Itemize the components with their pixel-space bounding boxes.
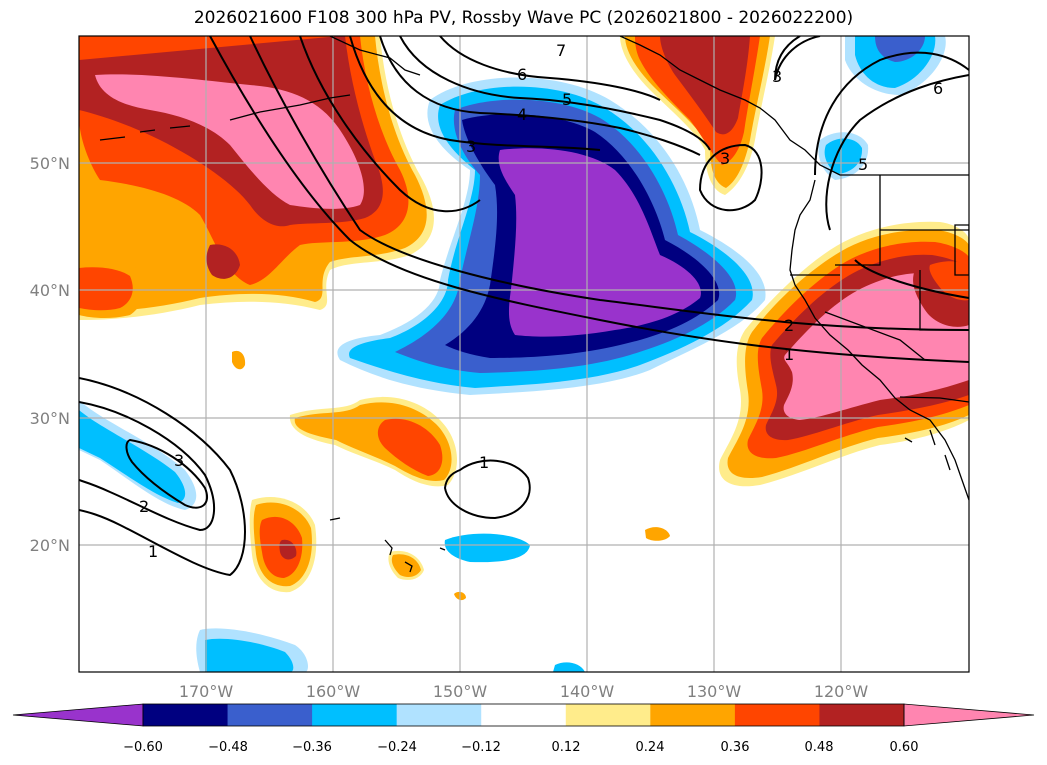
colorbar-segment [734, 704, 820, 726]
contour-label: 6 [517, 65, 527, 84]
contour-label: 4 [517, 105, 527, 124]
colorbar-tick-labels: −0.60 −0.48 −0.36 −0.24 −0.12 0.12 0.24 … [123, 740, 918, 755]
contour-label: 5 [562, 90, 572, 109]
colorbar-tick-label: −0.36 [292, 740, 332, 755]
colorbar-segment [565, 704, 651, 726]
negative-pv-small-patches [79, 36, 946, 672]
lon-label: 170°W [179, 682, 234, 701]
contour-label: 3 [720, 149, 730, 168]
contour-label: 1 [784, 345, 794, 364]
contour-label: 3 [466, 137, 476, 156]
contour-labels: 7 6 5 4 3 3 3 6 5 2 1 1 3 2 1 [139, 41, 943, 561]
positive-pv-anomaly-northwest [79, 36, 434, 320]
colorbar-tick-label: −0.24 [377, 740, 417, 755]
contour-label: 1 [479, 453, 489, 472]
colorbar-frame [142, 703, 905, 727]
contour-label: 6 [933, 79, 943, 98]
colorbar-tick-label: −0.60 [123, 740, 163, 755]
lat-label: 20°N [30, 536, 70, 555]
map-frame [78, 35, 970, 673]
contour-label: 3 [174, 451, 184, 470]
lat-label: 30°N [30, 409, 70, 428]
colorbar-segment [481, 704, 567, 726]
lon-label: 150°W [433, 682, 488, 701]
colorbar-segment [227, 704, 313, 726]
colorbar-segment [143, 704, 229, 726]
colorbar-tick-label: 0.60 [890, 740, 919, 755]
colorbar-tick-label: 0.12 [552, 740, 581, 755]
lon-label: 160°W [306, 682, 361, 701]
colorbar-extend-max [903, 703, 1035, 727]
map-area: 7 6 5 4 3 3 3 6 5 2 1 1 3 2 1 [79, 36, 969, 672]
positive-pv-anomaly-central [232, 350, 670, 601]
longitude-labels: 170°W 160°W 150°W 140°W 130°W 120°W [179, 682, 869, 701]
map-title: 2026021600 F108 300 hPa PV, Rossby Wave … [193, 8, 854, 28]
colorbar-tick-label: −0.48 [208, 740, 248, 755]
colorbar-segment [819, 704, 905, 726]
colorbar-tick-label: 0.24 [636, 740, 665, 755]
colorbar-segment [396, 704, 482, 726]
contour-label: 2 [139, 497, 149, 516]
contour-lines [79, 36, 969, 577]
colorbar-tick-label: 0.48 [805, 740, 834, 755]
lon-label: 120°W [814, 682, 869, 701]
contour-label: 2 [784, 316, 794, 335]
contour-label: 5 [858, 155, 868, 174]
lat-label: 50°N [30, 154, 70, 173]
latitude-labels: 50°N 40°N 30°N 20°N [30, 154, 70, 555]
positive-pv-anomaly-northeast [620, 36, 775, 195]
contour-label: 7 [556, 41, 566, 60]
lon-label: 140°W [560, 682, 615, 701]
colorbar-extend-min [12, 703, 144, 727]
lat-label: 40°N [30, 281, 70, 300]
colorbar-segment [650, 704, 736, 726]
contour-label: 1 [148, 542, 158, 561]
colorbar-tick-label: 0.36 [721, 740, 750, 755]
lon-label: 130°W [687, 682, 742, 701]
colorbar-segment [312, 704, 398, 726]
colorbar-tick-label: −0.12 [461, 740, 501, 755]
contour-label: 3 [772, 67, 782, 86]
colorbar [12, 703, 1035, 727]
